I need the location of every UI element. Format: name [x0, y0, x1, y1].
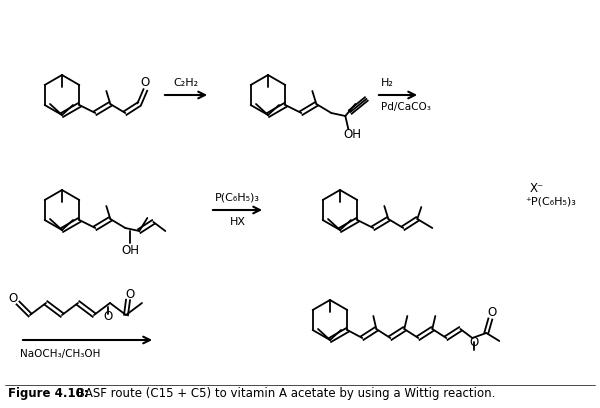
Text: O: O — [103, 310, 113, 324]
Text: X⁻: X⁻ — [530, 182, 544, 195]
Text: OH: OH — [121, 244, 139, 257]
Text: C₂H₂: C₂H₂ — [173, 78, 199, 88]
Text: BASF route (C15 + C5) to vitamin A acetate by using a Wittig reaction.: BASF route (C15 + C5) to vitamin A aceta… — [73, 388, 496, 401]
Text: O: O — [140, 77, 150, 89]
Text: H₂: H₂ — [381, 78, 394, 88]
Text: O: O — [488, 306, 497, 319]
Text: Pd/CaCO₃: Pd/CaCO₃ — [381, 102, 431, 112]
Text: ⁺P(C₆H₅)₃: ⁺P(C₆H₅)₃ — [525, 197, 576, 207]
Text: P(C₆H₅)₃: P(C₆H₅)₃ — [215, 193, 260, 203]
Text: OH: OH — [343, 129, 361, 142]
Text: Figure 4.10:: Figure 4.10: — [8, 388, 89, 401]
Text: NaOCH₃/CH₃OH: NaOCH₃/CH₃OH — [20, 349, 100, 359]
Text: O: O — [470, 335, 479, 348]
Text: HX: HX — [229, 217, 245, 227]
Text: O: O — [8, 291, 17, 304]
Text: O: O — [125, 288, 134, 302]
